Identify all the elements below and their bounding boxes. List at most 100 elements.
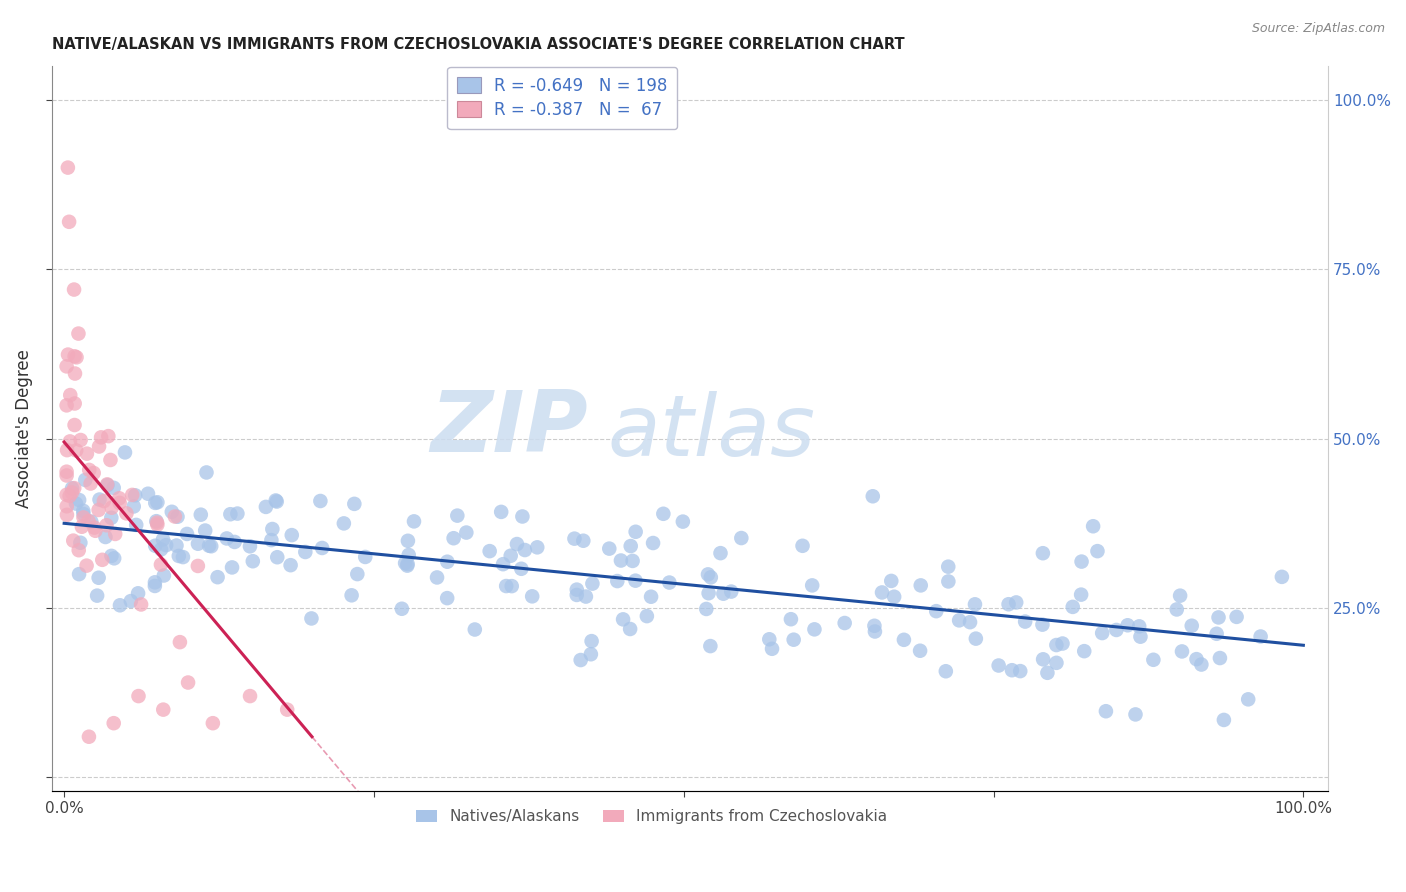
Point	[152, 703, 174, 717]
Point	[55, 488, 77, 502]
Point	[1032, 546, 1054, 560]
Point	[87, 440, 110, 454]
Point	[103, 481, 125, 495]
Point	[108, 599, 131, 613]
Point	[86, 589, 108, 603]
Point	[619, 622, 641, 636]
Point	[1128, 619, 1150, 633]
Point	[77, 463, 100, 477]
Point	[1185, 652, 1208, 666]
Point	[569, 653, 592, 667]
Point	[396, 558, 419, 573]
Point	[495, 579, 517, 593]
Point	[55, 500, 77, 514]
Point	[87, 571, 110, 585]
Point	[195, 466, 218, 480]
Point	[167, 549, 190, 563]
Point	[67, 567, 90, 582]
Point	[97, 429, 120, 443]
Point	[564, 532, 586, 546]
Point	[59, 489, 82, 503]
Point	[499, 549, 522, 563]
Point	[987, 658, 1010, 673]
Point	[1062, 599, 1084, 614]
Point	[224, 535, 246, 549]
Point	[152, 533, 174, 547]
Point	[621, 554, 644, 568]
Point	[143, 496, 166, 510]
Point	[803, 623, 825, 637]
Point	[58, 215, 80, 229]
Point	[436, 555, 458, 569]
Point	[402, 514, 425, 528]
Point	[108, 496, 131, 510]
Point	[108, 491, 131, 506]
Point	[1168, 589, 1191, 603]
Point	[100, 453, 122, 467]
Point	[160, 505, 183, 519]
Point	[780, 612, 803, 626]
Point	[187, 558, 209, 573]
Point	[146, 517, 169, 532]
Point	[83, 520, 105, 534]
Point	[65, 443, 87, 458]
Text: Source: ZipAtlas.com: Source: ZipAtlas.com	[1251, 22, 1385, 36]
Point	[501, 579, 523, 593]
Point	[67, 493, 90, 508]
Point	[522, 590, 544, 604]
Point	[436, 591, 458, 606]
Text: ZIP: ZIP	[430, 387, 588, 470]
Point	[697, 567, 720, 582]
Point	[239, 689, 262, 703]
Point	[1271, 570, 1294, 584]
Point	[464, 623, 486, 637]
Point	[72, 504, 94, 518]
Point	[948, 613, 970, 627]
Point	[166, 509, 188, 524]
Point	[190, 508, 212, 522]
Point	[63, 349, 86, 363]
Point	[63, 367, 86, 381]
Point	[938, 574, 960, 589]
Point	[93, 494, 115, 508]
Point	[579, 647, 602, 661]
Point	[963, 597, 986, 611]
Point	[309, 494, 332, 508]
Point	[201, 716, 224, 731]
Point	[340, 588, 363, 602]
Point	[478, 544, 501, 558]
Point	[100, 510, 122, 524]
Point	[1095, 704, 1118, 718]
Point	[80, 515, 103, 529]
Point	[695, 602, 717, 616]
Point	[959, 615, 981, 629]
Point	[398, 548, 420, 562]
Point	[391, 601, 413, 615]
Point	[456, 525, 478, 540]
Point	[143, 575, 166, 590]
Point	[103, 716, 125, 731]
Point	[311, 541, 333, 555]
Point	[730, 531, 752, 545]
Point	[72, 507, 94, 521]
Legend: Natives/Alaskans, Immigrants from Czechoslovakia: Natives/Alaskans, Immigrants from Czecho…	[409, 803, 894, 830]
Point	[143, 579, 166, 593]
Point	[862, 489, 884, 503]
Point	[1031, 617, 1053, 632]
Point	[792, 539, 814, 553]
Point	[69, 535, 91, 549]
Point	[239, 539, 262, 553]
Point	[55, 359, 77, 374]
Point	[89, 492, 111, 507]
Point	[146, 495, 169, 509]
Point	[242, 554, 264, 568]
Point	[69, 433, 91, 447]
Point	[925, 604, 948, 618]
Point	[652, 507, 675, 521]
Point	[177, 675, 200, 690]
Point	[281, 528, 304, 542]
Point	[834, 615, 856, 630]
Point	[782, 632, 804, 647]
Point	[426, 570, 449, 584]
Point	[575, 590, 598, 604]
